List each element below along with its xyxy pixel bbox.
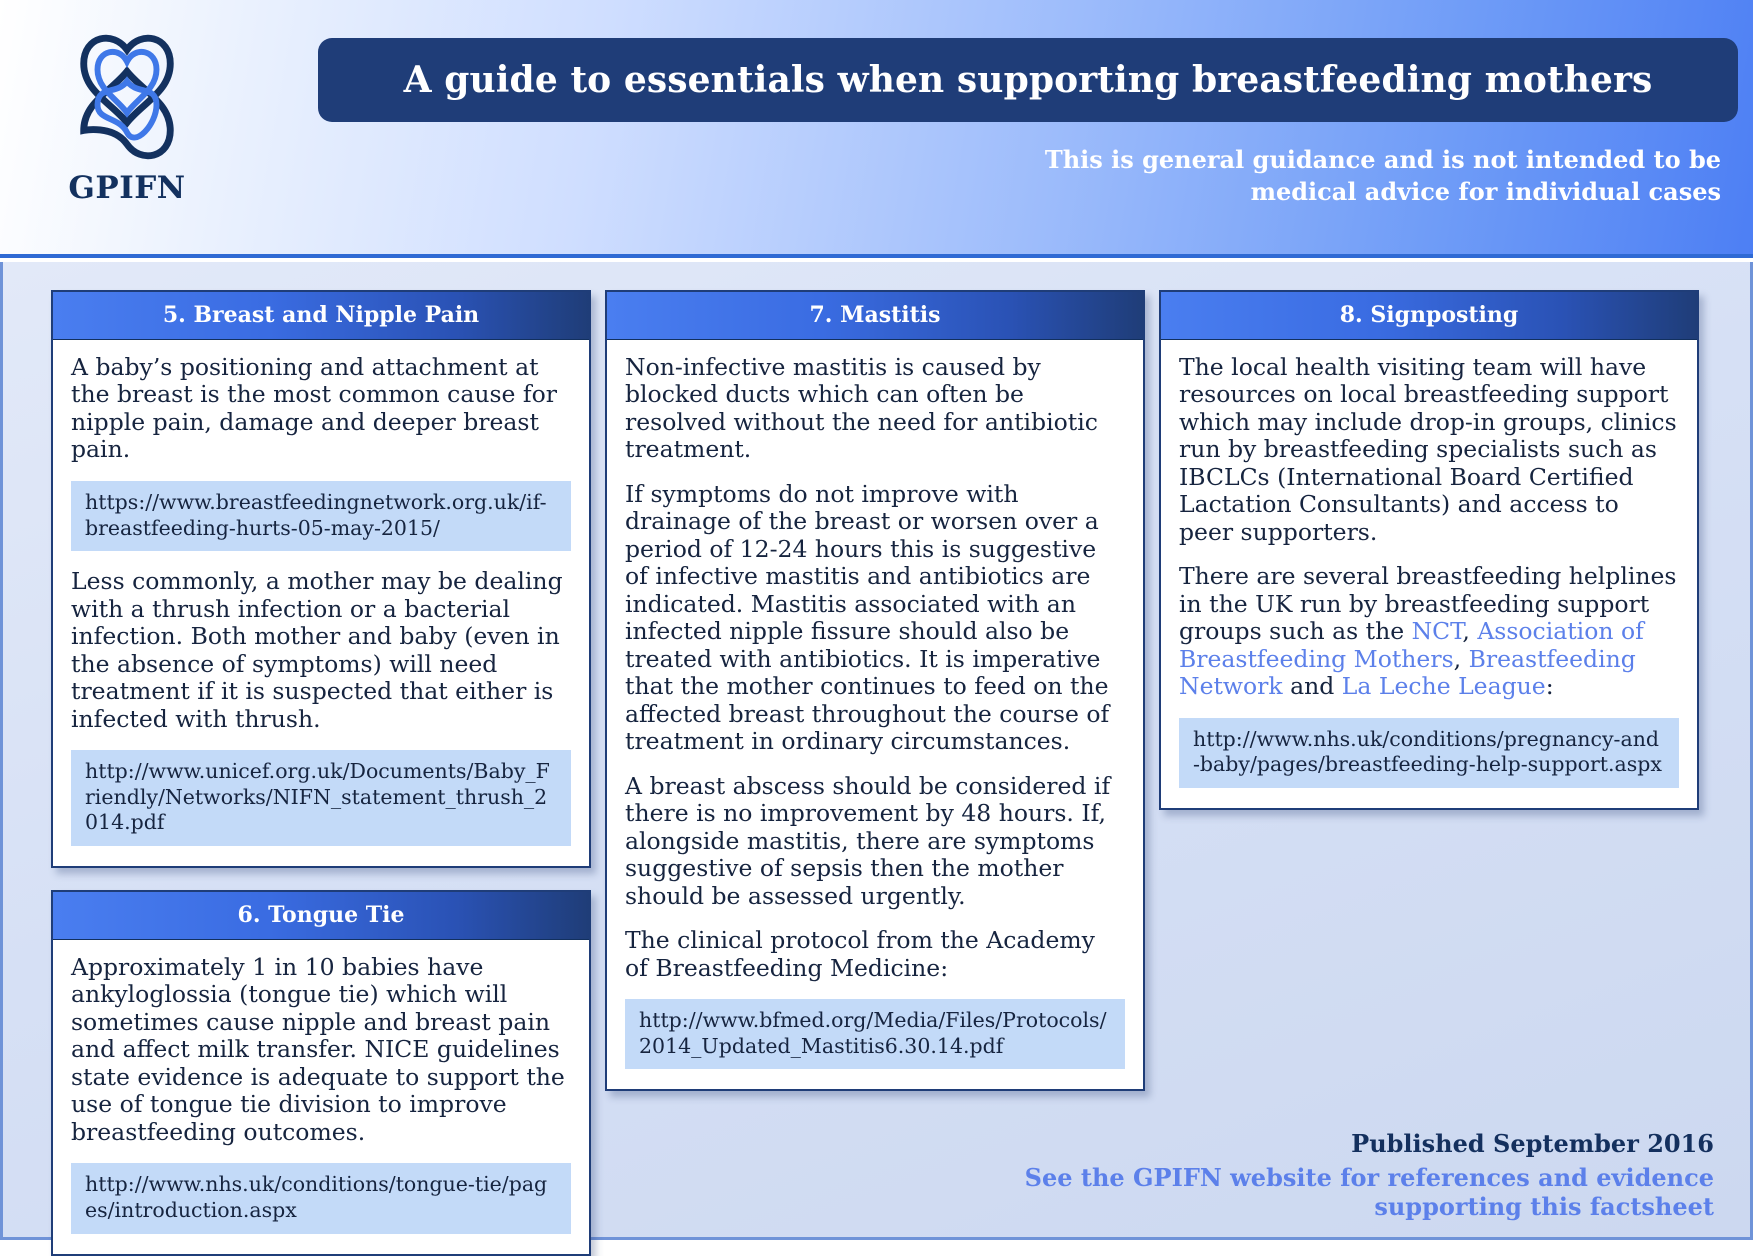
column-2: 7. Mastitis Non-infective mastitis is ca… [605, 290, 1145, 1092]
paragraph: Approximately 1 in 10 babies have ankylo… [71, 952, 565, 1146]
paragraph: Non-infective mastitis is caused by bloc… [625, 353, 1098, 464]
link-breastfeeding-network[interactable]: Breastfeeding Network [1179, 644, 1636, 701]
card-signposting: 8. Signposting The local health visiting… [1159, 290, 1699, 811]
paragraph: The local health visiting team will have… [1179, 353, 1677, 546]
paragraph: Less commonly, a mother may be dealing w… [71, 567, 563, 733]
references-note: See the GPIFN website for references and… [1024, 1163, 1714, 1221]
page-header: GPIFN A guide to essentials when support… [0, 0, 1753, 258]
page-footer: Published September 2016 See the GPIFN w… [954, 1129, 1714, 1221]
card-body-mastitis: Non-infective mastitis is caused by bloc… [607, 340, 1143, 1089]
page-title: A guide to essentials when supporting br… [403, 59, 1653, 101]
paragraph: A baby’s positioning and attachment at t… [71, 353, 557, 464]
url-box[interactable]: https://www.breastfeedingnetwork.org.uk/… [71, 480, 571, 552]
logo-wordmark: GPIFN [68, 170, 186, 206]
gpifn-logo: GPIFN [62, 28, 192, 218]
card-body-breast-and-nipple-pain: A baby’s positioning and attachment at t… [53, 340, 589, 866]
card-title-signposting: 8. Signposting [1161, 292, 1697, 340]
card-title-tongue-tie: 6. Tongue Tie [53, 891, 589, 940]
column-1: 5. Breast and Nipple Pain A baby’s posit… [51, 290, 591, 1256]
column-3: 8. Signposting The local health visiting… [1159, 290, 1699, 811]
link-la-leche-league[interactable]: La Leche League [1341, 672, 1546, 701]
published-date: Published September 2016 [1351, 1129, 1714, 1159]
paragraph: The clinical protocol from the Academy o… [625, 926, 1095, 982]
url-box[interactable]: http://www.bfmed.org/Media/Files/Protoco… [625, 999, 1125, 1070]
interlocking-hearts-knot-logo-icon [80, 34, 174, 160]
content-sheet: 5. Breast and Nipple Pain A baby’s posit… [0, 262, 1753, 1256]
card-mastitis: 7. Mastitis Non-infective mastitis is ca… [605, 290, 1145, 1092]
card-title-breast-and-nipple-pain: 5. Breast and Nipple Pain [53, 292, 589, 340]
card-breast-and-nipple-pain: 5. Breast and Nipple Pain A baby’s posit… [51, 290, 591, 868]
header-disclaimer: This is general guidance and is not inte… [1044, 145, 1721, 206]
card-title-mastitis: 7. Mastitis [607, 292, 1143, 340]
link-nct[interactable]: NCT [1411, 617, 1463, 646]
card-body-tongue-tie: Approximately 1 in 10 babies have ankylo… [53, 940, 589, 1254]
card-body-signposting: The local health visiting team will have… [1161, 340, 1697, 808]
url-box[interactable]: http://www.unicef.org.uk/Documents/Baby_… [71, 750, 571, 846]
title-banner: A guide to essentials when supporting br… [318, 38, 1738, 122]
paragraph: If symptoms do not improve with drainage… [625, 479, 1110, 756]
paragraph-with-links: There are several breastfeeding helpline… [1179, 562, 1677, 701]
card-columns: 5. Breast and Nipple Pain A baby’s posit… [51, 290, 1711, 1256]
card-tongue-tie: 6. Tongue Tie Approximately 1 in 10 babi… [51, 889, 591, 1256]
paragraph: A breast abscess should be considered if… [625, 771, 1111, 910]
url-box[interactable]: http://www.nhs.uk/conditions/tongue-tie/… [71, 1163, 571, 1234]
url-box[interactable]: http://www.nhs.uk/conditions/pregnancy-a… [1179, 717, 1679, 789]
link-association-of-breastfeeding-mothers[interactable]: Association of Breastfeeding Mothers [1179, 617, 1644, 673]
